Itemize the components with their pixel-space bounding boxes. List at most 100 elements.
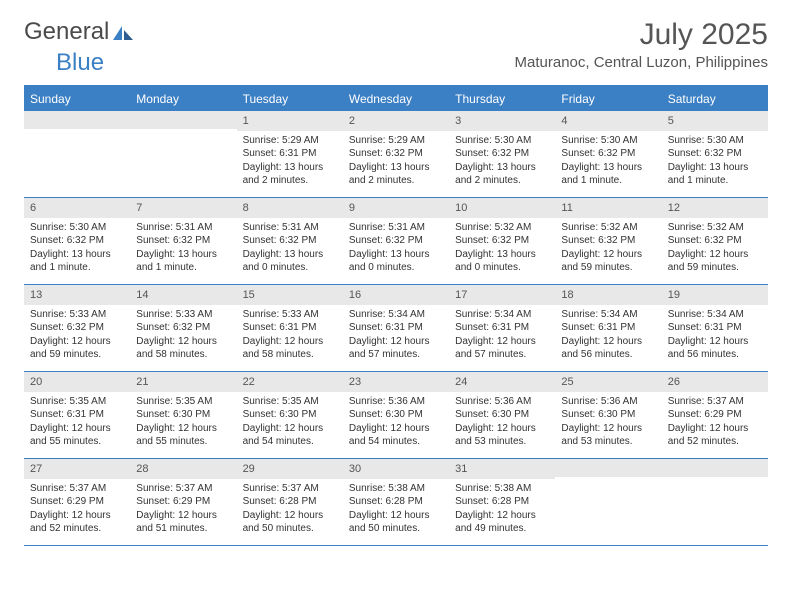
day-details: Sunrise: 5:34 AMSunset: 6:31 PMDaylight:… (343, 305, 449, 368)
sunrise-text: Sunrise: 5:33 AM (30, 308, 124, 322)
day-number: 22 (237, 372, 343, 392)
sunset-text: Sunset: 6:31 PM (561, 321, 655, 335)
daylight-text: Daylight: 12 hours and 50 minutes. (349, 509, 443, 536)
day-cell (24, 111, 130, 197)
sunrise-text: Sunrise: 5:32 AM (668, 221, 762, 235)
day-number: 9 (343, 198, 449, 218)
sunrise-text: Sunrise: 5:34 AM (349, 308, 443, 322)
day-number: 23 (343, 372, 449, 392)
daylight-text: Daylight: 13 hours and 1 minute. (30, 248, 124, 275)
month-title: July 2025 (515, 18, 768, 52)
sunrise-text: Sunrise: 5:30 AM (561, 134, 655, 148)
sunset-text: Sunset: 6:31 PM (668, 321, 762, 335)
day-cell: 24 Sunrise: 5:36 AMSunset: 6:30 PMDayligh… (449, 372, 555, 458)
sunset-text: Sunset: 6:32 PM (668, 147, 762, 161)
daylight-text: Daylight: 12 hours and 55 minutes. (30, 422, 124, 449)
daylight-text: Daylight: 12 hours and 54 minutes. (349, 422, 443, 449)
day-number: 28 (130, 459, 236, 479)
day-details: Sunrise: 5:37 AMSunset: 6:29 PMDaylight:… (662, 392, 768, 455)
brand-logo: General (24, 18, 135, 46)
sunrise-text: Sunrise: 5:34 AM (668, 308, 762, 322)
daylight-text: Daylight: 13 hours and 2 minutes. (455, 161, 549, 188)
day-cell: 18Sunrise: 5:34 AMSunset: 6:31 PMDayligh… (555, 285, 661, 371)
sunset-text: Sunset: 6:30 PM (455, 408, 549, 422)
day-details: Sunrise: 5:35 AMSunset: 6:31 PMDaylight:… (24, 392, 130, 455)
sunrise-text: Sunrise: 5:36 AM (455, 395, 549, 409)
day-number: 25 (555, 372, 661, 392)
sunrise-text: Sunrise: 5:38 AM (349, 482, 443, 496)
day-cell (555, 459, 661, 545)
sunset-text: Sunset: 6:32 PM (349, 147, 443, 161)
day-details: Sunrise: 5:32 AMSunset: 6:32 PMDaylight:… (449, 218, 555, 281)
daylight-text: Daylight: 13 hours and 0 minutes. (349, 248, 443, 275)
sunrise-text: Sunrise: 5:36 AM (349, 395, 443, 409)
sunrise-text: Sunrise: 5:33 AM (136, 308, 230, 322)
day-number: 16 (343, 285, 449, 305)
daylight-text: Daylight: 12 hours and 57 minutes. (455, 335, 549, 362)
sunset-text: Sunset: 6:30 PM (136, 408, 230, 422)
sunrise-text: Sunrise: 5:32 AM (561, 221, 655, 235)
day-number: 30 (343, 459, 449, 479)
day-details: Sunrise: 5:29 AMSunset: 6:31 PMDaylight:… (237, 131, 343, 194)
day-details: Sunrise: 5:37 AMSunset: 6:29 PMDaylight:… (130, 479, 236, 542)
daylight-text: Daylight: 12 hours and 52 minutes. (30, 509, 124, 536)
day-details: Sunrise: 5:30 AMSunset: 6:32 PMDaylight:… (662, 131, 768, 194)
daylight-text: Daylight: 12 hours and 56 minutes. (668, 335, 762, 362)
daylight-text: Daylight: 12 hours and 59 minutes. (668, 248, 762, 275)
day-number (24, 111, 130, 129)
day-cell: 16Sunrise: 5:34 AMSunset: 6:31 PMDayligh… (343, 285, 449, 371)
daylight-text: Daylight: 13 hours and 1 minute. (668, 161, 762, 188)
week-row: 6Sunrise: 5:30 AMSunset: 6:32 PMDaylight… (24, 198, 768, 285)
day-cell: 22Sunrise: 5:35 AMSunset: 6:30 PMDayligh… (237, 372, 343, 458)
day-number: 15 (237, 285, 343, 305)
day-number: 26 (662, 372, 768, 392)
day-details: Sunrise: 5:34 AMSunset: 6:31 PMDaylight:… (555, 305, 661, 368)
day-header-tuesday: Tuesday (237, 87, 343, 111)
daylight-text: Daylight: 12 hours and 50 minutes. (243, 509, 337, 536)
sunset-text: Sunset: 6:28 PM (455, 495, 549, 509)
sunset-text: Sunset: 6:32 PM (243, 234, 337, 248)
daylight-text: Daylight: 12 hours and 59 minutes. (30, 335, 124, 362)
sunset-text: Sunset: 6:31 PM (349, 321, 443, 335)
day-number: 2 (343, 111, 449, 131)
daylight-text: Daylight: 13 hours and 2 minutes. (349, 161, 443, 188)
day-cell: 26Sunrise: 5:37 AMSunset: 6:29 PMDayligh… (662, 372, 768, 458)
day-cell: 1Sunrise: 5:29 AMSunset: 6:31 PMDaylight… (237, 111, 343, 197)
weeks-container: 1Sunrise: 5:29 AMSunset: 6:31 PMDaylight… (24, 111, 768, 546)
sunrise-text: Sunrise: 5:35 AM (30, 395, 124, 409)
day-number: 24 (449, 372, 555, 392)
sunrise-text: Sunrise: 5:38 AM (455, 482, 549, 496)
sunset-text: Sunset: 6:29 PM (668, 408, 762, 422)
sunset-text: Sunset: 6:30 PM (561, 408, 655, 422)
day-cell: 19Sunrise: 5:34 AMSunset: 6:31 PMDayligh… (662, 285, 768, 371)
sunrise-text: Sunrise: 5:33 AM (243, 308, 337, 322)
daylight-text: Daylight: 12 hours and 53 minutes. (455, 422, 549, 449)
daylight-text: Daylight: 13 hours and 1 minute. (561, 161, 655, 188)
day-header-monday: Monday (130, 87, 236, 111)
day-number: 4 (555, 111, 661, 131)
sunset-text: Sunset: 6:31 PM (243, 147, 337, 161)
week-row: 20Sunrise: 5:35 AMSunset: 6:31 PMDayligh… (24, 372, 768, 459)
sunrise-text: Sunrise: 5:30 AM (30, 221, 124, 235)
daylight-text: Daylight: 12 hours and 55 minutes. (136, 422, 230, 449)
sunset-text: Sunset: 6:30 PM (349, 408, 443, 422)
sunrise-text: Sunrise: 5:31 AM (243, 221, 337, 235)
brand-part2: Blue (56, 49, 104, 77)
day-number: 13 (24, 285, 130, 305)
day-cell: 23 Sunrise: 5:36 AMSunset: 6:30 PMDayligh… (343, 372, 449, 458)
day-header-friday: Friday (555, 87, 661, 111)
day-details: Sunrise: 5:34 AMSunset: 6:31 PMDaylight:… (449, 305, 555, 368)
calendar: Sunday Monday Tuesday Wednesday Thursday… (24, 85, 768, 546)
day-number: 1 (237, 111, 343, 131)
day-number: 21 (130, 372, 236, 392)
day-details: Sunrise: 5:30 AMSunset: 6:32 PMDaylight:… (449, 131, 555, 194)
sunrise-text: Sunrise: 5:30 AM (668, 134, 762, 148)
day-details: Sunrise: 5:29 AMSunset: 6:32 PMDaylight:… (343, 131, 449, 194)
day-details: Sunrise: 5:38 AMSunset: 6:28 PMDaylight:… (343, 479, 449, 542)
day-number: 31 (449, 459, 555, 479)
day-details: Sunrise: 5:32 AMSunset: 6:32 PMDaylight:… (662, 218, 768, 281)
day-details: Sunrise: 5:31 AMSunset: 6:32 PMDaylight:… (130, 218, 236, 281)
sunset-text: Sunset: 6:32 PM (561, 234, 655, 248)
day-header-thursday: Thursday (449, 87, 555, 111)
sunset-text: Sunset: 6:31 PM (455, 321, 549, 335)
